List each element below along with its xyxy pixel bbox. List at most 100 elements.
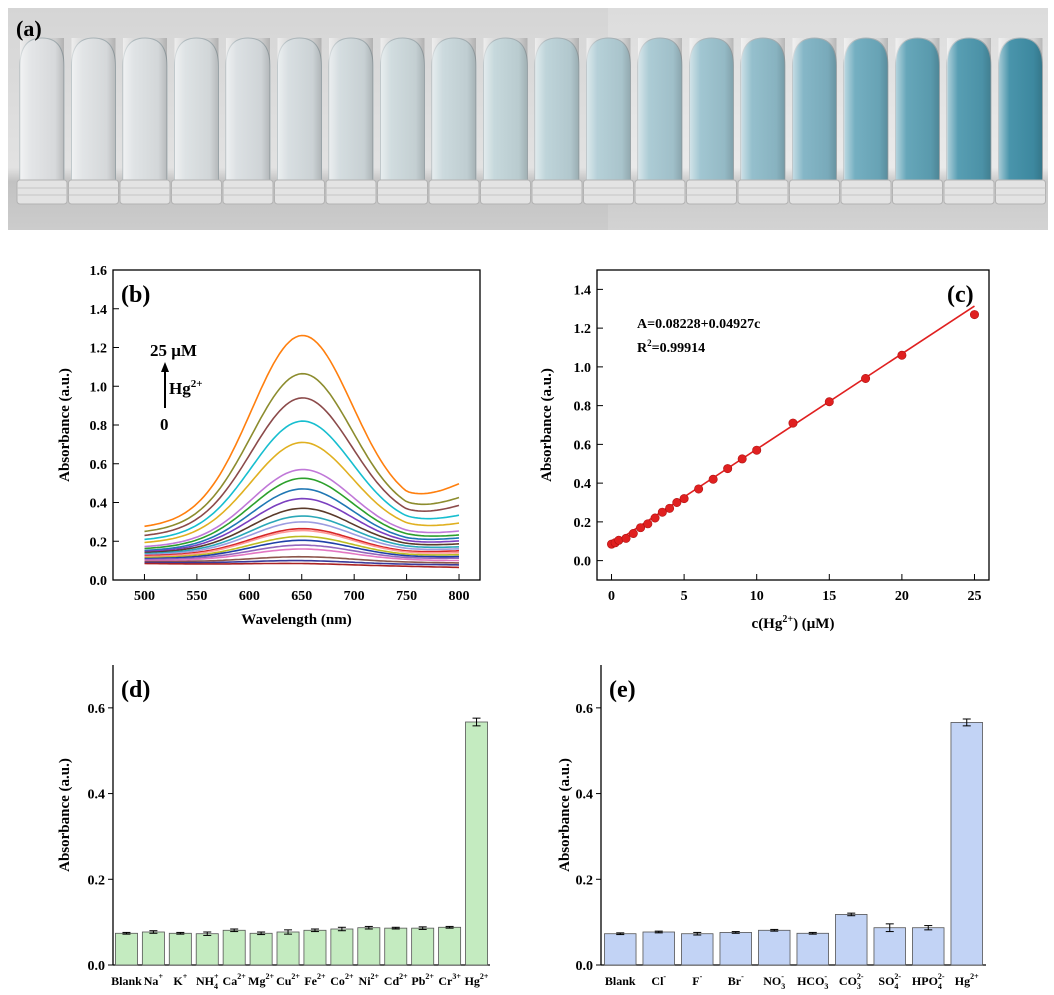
- spectrum-line: [144, 488, 460, 552]
- spectrum-line: [144, 527, 460, 557]
- tube: [737, 37, 789, 205]
- category-label: Na+: [144, 972, 164, 988]
- tube: [222, 37, 274, 205]
- bar: [912, 927, 945, 966]
- category-sup: 2+: [480, 972, 489, 981]
- fit-equation: A=0.08228+0.04927c: [637, 317, 760, 332]
- category-sup: -: [700, 972, 703, 981]
- category-sub: 3: [781, 982, 785, 991]
- tube: [634, 37, 686, 205]
- category-sup: 2+: [970, 972, 979, 981]
- spectra-group: [144, 334, 460, 569]
- x-tick-label: 750: [396, 589, 417, 604]
- tube-highlight: [380, 38, 425, 186]
- panel-a-label: (a): [16, 16, 42, 41]
- data-point: [628, 528, 638, 538]
- bar: [168, 932, 192, 966]
- category-sup: 2+: [265, 972, 274, 981]
- tube-cap: [531, 179, 583, 205]
- tube-highlight: [638, 38, 682, 186]
- data-point: [737, 454, 747, 464]
- category-sub: 4: [214, 982, 218, 991]
- category-base: Co: [330, 974, 345, 988]
- category-sup: 2+: [291, 972, 300, 981]
- x-tick-label: 550: [186, 589, 207, 604]
- tube-highlight: [895, 38, 940, 186]
- category-sub: 3: [857, 982, 861, 991]
- spectrum-line: [144, 535, 459, 559]
- spectrum-line: [144, 477, 460, 550]
- y-tick-label: 0.2: [574, 516, 592, 531]
- y-tick-label: 1.6: [90, 264, 108, 279]
- tube-cap: [943, 179, 995, 205]
- y-tick-label: 1.4: [574, 283, 592, 298]
- calibration-chart: 0.0 0.2 0.4 0.6 0.8 1.0 1.2 1.4 0 5 10 15 20 25 c(Hg2+…: [539, 269, 990, 632]
- tube-highlight: [226, 38, 270, 186]
- tube: [531, 37, 583, 205]
- category-sup: 2+: [237, 972, 246, 981]
- x-axis-label: Wavelength (nm): [241, 612, 351, 628]
- x-tick-label: 10: [750, 589, 764, 604]
- category-sup: +: [183, 972, 188, 981]
- bar: [195, 933, 219, 966]
- category-sup: -: [741, 972, 744, 981]
- tube-cap: [995, 179, 1046, 205]
- tube-highlight: [71, 38, 116, 186]
- data-point: [969, 310, 979, 320]
- tube-cap: [789, 179, 840, 205]
- category-label: Hg2+: [465, 972, 489, 988]
- tube-highlight: [741, 38, 785, 186]
- category-sub: 4: [938, 982, 942, 991]
- panel-label: (c): [947, 282, 974, 308]
- bar: [384, 927, 408, 966]
- data-point: [708, 474, 718, 484]
- category-sup: 2-: [938, 972, 945, 981]
- y-tick-label: 0.6: [88, 702, 106, 717]
- y-tick-label: 1.0: [90, 380, 108, 395]
- x-axis-label-pre: c(Hg: [752, 616, 783, 632]
- category-sub: 4: [894, 982, 898, 991]
- category-base: Blank: [605, 974, 636, 988]
- y-axis-label: Absorbance (a.u.): [539, 368, 555, 482]
- spectrum-line: [144, 515, 460, 555]
- data-point: [861, 374, 871, 384]
- bar: [411, 927, 435, 966]
- category-label: NO3-: [763, 972, 785, 991]
- category-base: Mg: [248, 974, 265, 988]
- y-tick-label: 0.8: [574, 400, 592, 415]
- bar: [681, 933, 714, 966]
- bar: [642, 931, 675, 966]
- y-tick-label: 0.0: [88, 959, 106, 974]
- x-tick-label: 700: [344, 589, 365, 604]
- spectrum-line: [144, 559, 460, 566]
- tube: [428, 37, 480, 205]
- tube-cap: [274, 179, 325, 205]
- tube-highlight: [947, 38, 991, 186]
- tube: [171, 37, 222, 205]
- y-tick-label: 0.2: [90, 535, 108, 550]
- y-tick-label: 0.0: [90, 574, 108, 589]
- category-base: Hg: [465, 974, 480, 988]
- panel-label: (b): [121, 282, 150, 308]
- category-base: Cd: [384, 974, 400, 988]
- tube-highlight: [792, 38, 837, 186]
- x-tick-label: 20: [895, 589, 909, 604]
- tube-cap: [171, 179, 222, 205]
- annotation-top: 25 μM: [150, 341, 197, 360]
- y-tick-label: 0.2: [576, 873, 594, 888]
- category-base: Pb: [411, 974, 425, 988]
- y-axis-label: Absorbance (a.u.): [557, 758, 573, 872]
- tube-highlight: [998, 38, 1043, 186]
- category-sup: 2-: [894, 972, 901, 981]
- category-base: Hg: [955, 974, 970, 988]
- annotation-bottom: 0: [160, 415, 169, 434]
- category-sup: 2+: [345, 972, 354, 981]
- category-base: NO: [763, 974, 781, 988]
- tube-highlight: [20, 38, 64, 186]
- tube-cap: [634, 179, 686, 205]
- x-axis-label: c(Hg2+) (μM): [752, 614, 835, 632]
- y-tick-label: 0.8: [90, 419, 108, 434]
- plot-frame: [596, 269, 990, 581]
